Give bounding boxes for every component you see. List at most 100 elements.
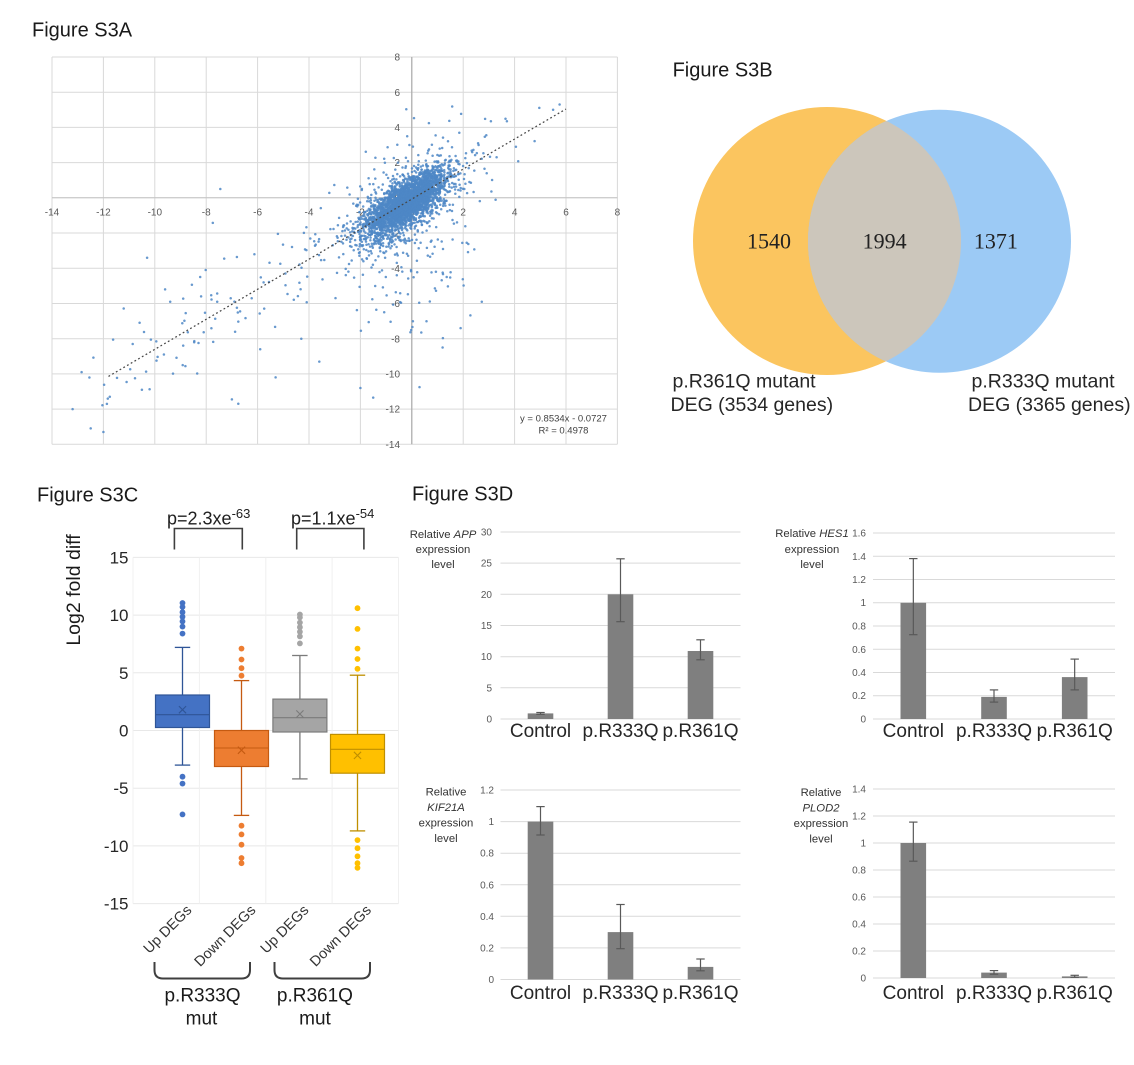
- svg-text:-6: -6: [391, 299, 400, 310]
- svg-text:Log2 fold diff: Log2 fold diff: [63, 534, 85, 646]
- svg-text:p.R361Q: p.R361Q: [1037, 721, 1113, 742]
- svg-text:0: 0: [860, 715, 866, 726]
- svg-text:-14: -14: [386, 440, 401, 451]
- svg-text:Control: Control: [883, 983, 944, 1004]
- svg-text:-12: -12: [96, 208, 111, 219]
- svg-text:Figure S3A: Figure S3A: [32, 20, 133, 42]
- svg-text:p.R361Q: p.R361Q: [662, 983, 738, 1004]
- svg-text:25: 25: [481, 559, 493, 570]
- svg-text:1371: 1371: [974, 229, 1018, 254]
- svg-text:0: 0: [488, 975, 494, 986]
- svg-text:R² = 0.4978: R² = 0.4978: [539, 426, 589, 437]
- svg-text:-4: -4: [391, 264, 400, 275]
- svg-text:p.R333Q: p.R333Q: [956, 721, 1032, 742]
- svg-text:0.4: 0.4: [852, 668, 866, 679]
- svg-text:DEG (3365 genes): DEG (3365 genes): [968, 394, 1131, 416]
- svg-text:-8: -8: [202, 208, 211, 219]
- svg-text:level: level: [800, 559, 823, 571]
- svg-text:6: 6: [394, 88, 400, 99]
- svg-text:level: level: [431, 559, 454, 571]
- svg-text:0.8: 0.8: [852, 866, 866, 877]
- svg-text:6: 6: [563, 208, 569, 219]
- svg-text:20: 20: [481, 590, 493, 601]
- svg-text:-14: -14: [45, 208, 60, 219]
- svg-text:1.2: 1.2: [852, 812, 866, 823]
- svg-text:1540: 1540: [747, 229, 791, 254]
- svg-text:1.4: 1.4: [852, 552, 866, 563]
- svg-text:0.2: 0.2: [852, 947, 866, 958]
- svg-text:mut: mut: [299, 1009, 331, 1030]
- svg-text:-5: -5: [113, 779, 128, 798]
- svg-text:Figure S3C: Figure S3C: [37, 485, 138, 507]
- svg-text:level: level: [809, 834, 832, 846]
- svg-text:-4: -4: [305, 208, 314, 219]
- svg-text:0: 0: [486, 715, 492, 726]
- svg-text:1.4: 1.4: [852, 785, 866, 796]
- svg-text:0.4: 0.4: [852, 920, 866, 931]
- svg-text:-12: -12: [386, 405, 401, 416]
- svg-text:Figure S3D: Figure S3D: [412, 484, 513, 506]
- svg-text:y = 0.8534x - 0.0727: y = 0.8534x - 0.0727: [520, 414, 607, 425]
- svg-text:1.6: 1.6: [852, 529, 866, 540]
- svg-text:0.8: 0.8: [480, 849, 494, 860]
- svg-text:1994: 1994: [863, 229, 907, 254]
- svg-text:8: 8: [394, 53, 400, 64]
- svg-text:0.6: 0.6: [480, 880, 494, 891]
- svg-text:5: 5: [486, 683, 492, 694]
- svg-text:0.6: 0.6: [852, 645, 866, 656]
- svg-text:-15: -15: [104, 895, 129, 914]
- svg-text:Relative HES1: Relative HES1: [775, 528, 848, 540]
- svg-text:p.R333Q: p.R333Q: [582, 721, 658, 742]
- svg-text:8: 8: [615, 208, 621, 219]
- svg-text:expression: expression: [419, 818, 474, 830]
- svg-text:10: 10: [481, 652, 493, 663]
- svg-text:-8: -8: [391, 334, 400, 345]
- svg-text:0.6: 0.6: [852, 893, 866, 904]
- svg-text:Relative: Relative: [426, 787, 467, 799]
- svg-text:1.2: 1.2: [480, 786, 494, 797]
- svg-text:-6: -6: [253, 208, 262, 219]
- svg-text:0: 0: [860, 974, 866, 985]
- svg-text:level: level: [434, 833, 457, 845]
- svg-text:2: 2: [460, 208, 466, 219]
- svg-text:-10: -10: [104, 837, 129, 856]
- svg-text:0.4: 0.4: [480, 912, 494, 923]
- svg-text:4: 4: [394, 123, 400, 134]
- svg-text:5: 5: [119, 664, 128, 683]
- svg-text:expression: expression: [785, 544, 840, 556]
- svg-text:expression: expression: [794, 818, 849, 830]
- svg-text:15: 15: [110, 548, 129, 567]
- svg-text:15: 15: [481, 621, 493, 632]
- svg-text:Control: Control: [510, 983, 571, 1004]
- svg-text:p.R333Q mutant: p.R333Q mutant: [972, 371, 1116, 393]
- svg-text:-10: -10: [386, 370, 401, 381]
- svg-text:expression: expression: [416, 544, 471, 556]
- svg-text:p.R361Q mutant: p.R361Q mutant: [673, 371, 817, 393]
- svg-text:p.R361Q: p.R361Q: [277, 985, 353, 1006]
- svg-text:30: 30: [481, 528, 493, 539]
- svg-text:Figure S3B: Figure S3B: [673, 60, 773, 82]
- svg-text:p.R333Q: p.R333Q: [164, 985, 240, 1006]
- svg-text:p=2.3xe-63: p=2.3xe-63: [167, 506, 250, 529]
- svg-text:10: 10: [110, 606, 129, 625]
- svg-text:PLOD2: PLOD2: [802, 803, 840, 815]
- svg-text:Relative APP: Relative APP: [410, 529, 477, 541]
- svg-text:1: 1: [860, 839, 866, 850]
- svg-text:0.8: 0.8: [852, 622, 866, 633]
- svg-text:1: 1: [860, 598, 866, 609]
- svg-text:0.2: 0.2: [852, 691, 866, 702]
- svg-text:1.2: 1.2: [852, 575, 866, 586]
- svg-text:Control: Control: [510, 721, 571, 742]
- svg-text:p.R361Q: p.R361Q: [1037, 983, 1113, 1004]
- svg-text:p=1.1xe-54: p=1.1xe-54: [291, 506, 374, 529]
- svg-text:-10: -10: [148, 208, 163, 219]
- svg-text:-2: -2: [356, 208, 365, 219]
- svg-text:4: 4: [512, 208, 518, 219]
- svg-text:KIF21A: KIF21A: [427, 802, 465, 814]
- svg-text:0.2: 0.2: [480, 943, 494, 954]
- svg-text:p.R333Q: p.R333Q: [956, 983, 1032, 1004]
- svg-text:Relative: Relative: [801, 787, 842, 799]
- svg-text:0: 0: [119, 722, 128, 741]
- svg-text:DEG (3534 genes): DEG (3534 genes): [671, 394, 834, 416]
- svg-text:p.R333Q: p.R333Q: [582, 983, 658, 1004]
